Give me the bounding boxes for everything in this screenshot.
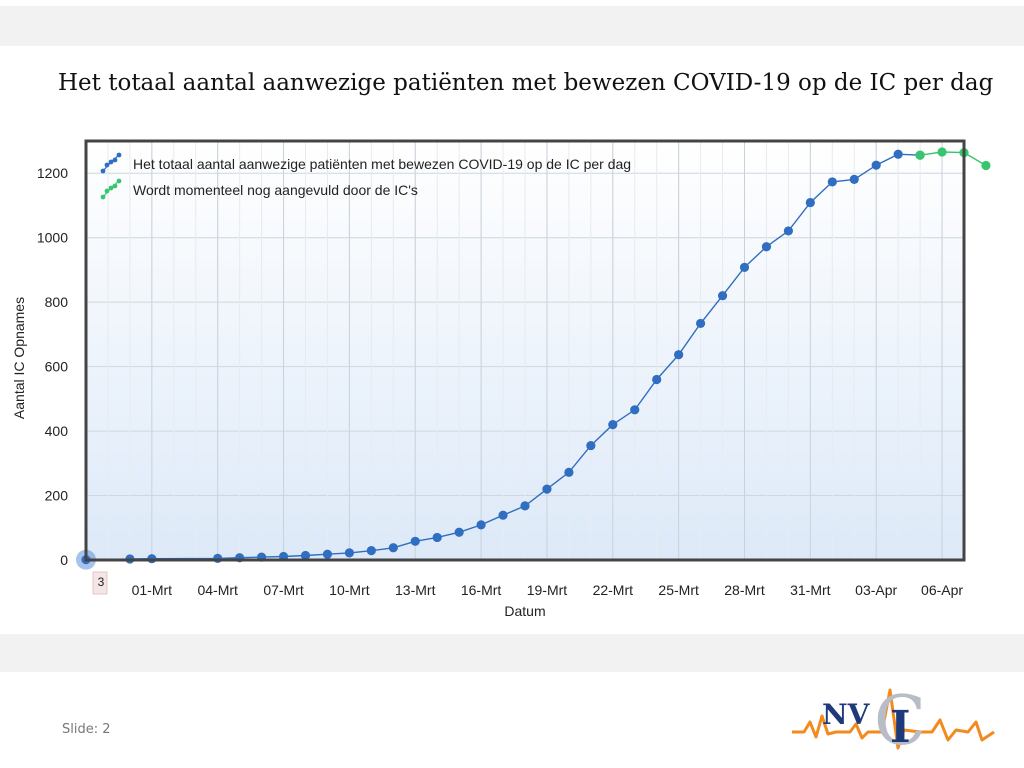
series-1-point bbox=[564, 467, 574, 477]
grid bbox=[86, 141, 964, 560]
y-tick-label: 1000 bbox=[37, 230, 68, 246]
series-1-point bbox=[476, 520, 486, 530]
x-tick-label: 19-Mrt bbox=[527, 582, 568, 598]
legend-icon-dot bbox=[108, 185, 114, 191]
x-tick-label: 25-Mrt bbox=[658, 582, 699, 598]
x-tick-label: 06-Apr bbox=[921, 582, 963, 598]
x-tick-label: 22-Mrt bbox=[593, 582, 634, 598]
legend-icon-dot bbox=[100, 194, 106, 200]
series-1-point bbox=[783, 226, 794, 236]
series-1-point bbox=[871, 160, 881, 170]
ticks: 0 200 400 600 800 1000 1200 01-Mrt 04-Mrt 07-Mrt 1… bbox=[37, 165, 964, 598]
y-tick-label: 0 bbox=[60, 552, 68, 568]
series-1-point bbox=[454, 527, 464, 537]
series-1-point bbox=[542, 484, 552, 494]
series-1-point bbox=[432, 532, 442, 543]
series-1-point bbox=[498, 510, 508, 520]
series-2-point bbox=[981, 160, 991, 171]
series-1-point bbox=[761, 242, 772, 252]
y-axis-label: Aantal IC Opnames bbox=[11, 297, 27, 419]
x-tick-label: 03-Apr bbox=[855, 582, 897, 598]
logo-letters-nv: NV bbox=[822, 698, 871, 731]
series-2-point bbox=[915, 150, 925, 160]
x-highlight-box bbox=[92, 571, 108, 595]
series-1-point bbox=[608, 420, 618, 430]
series-1-point bbox=[344, 548, 354, 558]
series-1-point bbox=[586, 440, 596, 451]
series-1-point bbox=[805, 197, 815, 208]
series-1-point bbox=[300, 550, 311, 561]
series-1-point bbox=[674, 350, 684, 360]
series-1-point bbox=[739, 262, 750, 272]
series-1-point bbox=[893, 149, 903, 159]
x-tick-label: 04-Mrt bbox=[197, 582, 238, 598]
x-tick-label: 31-Mrt bbox=[790, 582, 831, 598]
legend-icon-dot bbox=[104, 162, 110, 168]
series-1-point bbox=[717, 291, 728, 301]
series-1-point bbox=[213, 553, 223, 563]
x-tick-label: 16-Mrt bbox=[461, 582, 502, 598]
x-highlight-label: 3 bbox=[98, 575, 105, 589]
y-tick-label: 200 bbox=[45, 488, 69, 504]
series-2-line bbox=[919, 151, 987, 167]
y-tick-label: 800 bbox=[45, 294, 69, 310]
x-tick-label: 28-Mrt bbox=[724, 582, 765, 598]
series-1-point bbox=[630, 405, 640, 415]
x-tick-label: 10-Mrt bbox=[329, 582, 370, 598]
legend-label: Wordt momenteel nog aangevuld door de IC… bbox=[133, 182, 418, 198]
series-1-point bbox=[520, 501, 530, 511]
nvic-logo: C NV I bbox=[792, 682, 995, 754]
logo-letter-c: C bbox=[874, 682, 926, 754]
legend: Het totaal aantal aanwezige patiënten me… bbox=[100, 152, 631, 200]
legend-icon-dot bbox=[116, 178, 122, 184]
y-tick-label: 400 bbox=[45, 423, 69, 439]
x-axis-label: Datum bbox=[504, 603, 545, 619]
series-1-point bbox=[849, 174, 859, 184]
x-tick-label: 07-Mrt bbox=[263, 582, 304, 598]
legend-icon-dot bbox=[108, 159, 114, 165]
top-band bbox=[0, 0, 1024, 6]
series-2-point bbox=[937, 147, 947, 157]
series-1-point bbox=[388, 543, 398, 553]
legend-line-icon bbox=[100, 152, 122, 174]
legend-icon-dot bbox=[100, 168, 106, 174]
legend-icon-dot bbox=[112, 183, 118, 189]
chart: 0 200 400 600 800 1000 1200 01-Mrt 04-Mrt 07-Mrt 1… bbox=[11, 139, 991, 619]
x-tick-label: 01-Mrt bbox=[132, 582, 173, 598]
legend-line-icon bbox=[100, 178, 122, 200]
series-1-point bbox=[827, 177, 837, 187]
series-1-point bbox=[652, 374, 662, 385]
slide-title: Het totaal aantal aanwezige patiënten me… bbox=[58, 70, 994, 96]
plot-frame bbox=[84, 139, 966, 562]
y-tick-label: 600 bbox=[45, 359, 69, 375]
legend-icon-dot bbox=[104, 188, 110, 194]
logo-letter-i: I bbox=[890, 702, 911, 753]
series-1-point bbox=[366, 546, 376, 556]
legend-icon-dot bbox=[116, 152, 122, 158]
y-tick-label: 1200 bbox=[37, 165, 68, 181]
legend-icon-dot bbox=[112, 157, 118, 163]
logo-heartbeat-line bbox=[792, 688, 995, 750]
series-1-point bbox=[410, 536, 420, 546]
x-tick-label: 13-Mrt bbox=[395, 582, 436, 598]
legend-label: Het totaal aantal aanwezige patiënten me… bbox=[133, 156, 631, 172]
slide-number: Slide: 2 bbox=[62, 722, 111, 737]
slide-footer-area bbox=[0, 672, 1024, 768]
series-1-point bbox=[322, 549, 333, 559]
series-1-point bbox=[696, 318, 706, 329]
